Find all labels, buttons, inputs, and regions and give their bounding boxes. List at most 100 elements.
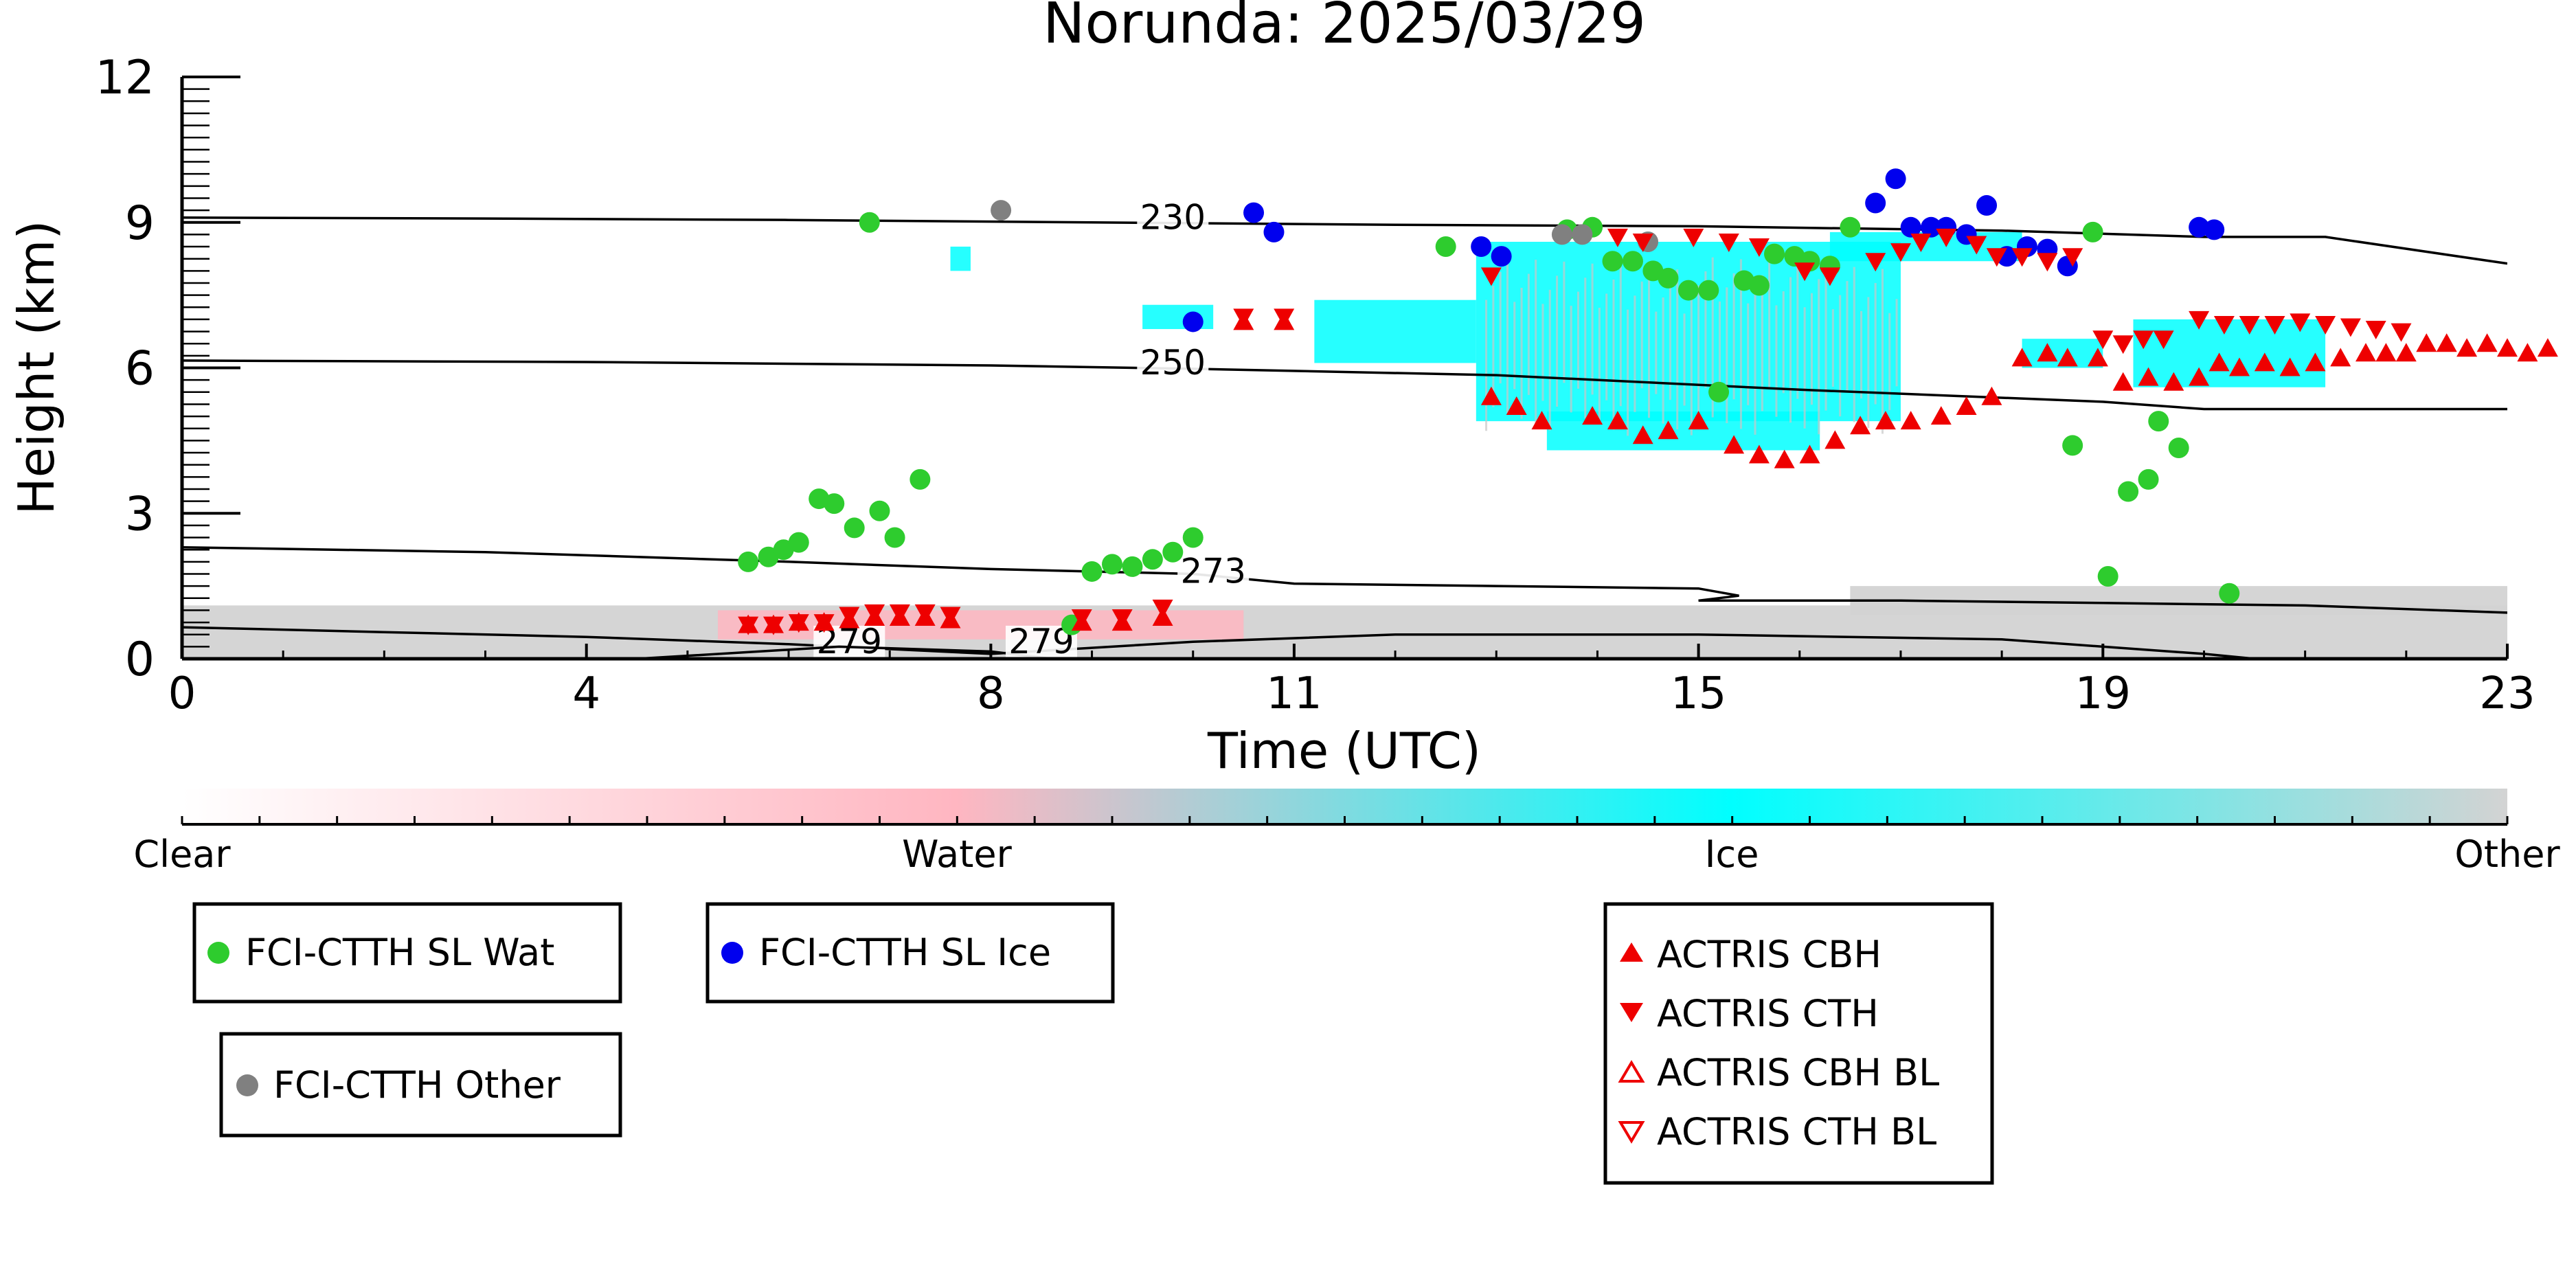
contour-line [182,545,2507,614]
legend-box-sl-ice: FCI-CTTH SL Ice [705,902,1115,1004]
contour-line [182,359,2507,411]
x-tick-label: 23 [2479,668,2535,719]
contour-label: 230 [1140,197,1206,237]
y-axis-label: Height (km) [8,221,65,515]
data-point [1243,202,1265,223]
data-point [1819,267,1840,286]
data-point [1142,549,1163,570]
data-point [1162,541,1184,563]
data-point [1976,195,1998,216]
data-series [738,168,2558,635]
data-point [1531,411,1552,430]
data-point [1824,430,1846,449]
legend-marker-other [236,1074,258,1096]
data-point [1658,420,1679,440]
data-point [2082,221,2103,242]
data-point [844,517,865,539]
data-point [1724,435,1745,454]
data-point [1274,308,1295,328]
data-point [2279,357,2301,376]
x-tick-label: 11 [1266,668,1322,719]
data-point [824,493,845,515]
data-point [1774,449,1795,468]
data-point [1956,396,1977,415]
cloud-field-region [2133,319,2326,387]
contour-line [182,216,2507,265]
data-point [1102,554,1122,575]
data-point [2219,583,2240,604]
x-axis-label: Time (UTC) [1207,722,1481,780]
cloud-classification-field [182,231,2507,659]
data-point [1875,411,1896,430]
legend-label: FCI-CTTH Other [273,1063,561,1107]
data-point [2037,253,2058,272]
data-point [2057,348,2078,367]
data-point [2340,318,2361,337]
y-tick-label: 12 [95,51,155,105]
data-point [2189,310,2210,330]
contour-line [182,626,2255,659]
legend-marker-cth-bl [1618,1121,1645,1144]
data-point [1182,311,1204,332]
data-point [1480,267,1502,286]
data-point [2112,372,2134,391]
data-point [763,616,784,635]
legend-marker-cth [1620,1003,1643,1022]
data-point [1607,411,1628,430]
data-point [1910,234,1932,252]
legend-marker-cbh-bl [1618,1060,1645,1083]
data-point [1435,236,1456,258]
data-point [859,212,880,233]
data-point [1471,236,1492,258]
data-point [2062,435,2083,456]
data-point [884,527,905,548]
data-point [1865,253,1886,272]
data-point [2456,338,2478,357]
data-point [738,551,759,572]
data-point [909,468,931,490]
data-point [2112,335,2134,354]
x-tick-label: 8 [977,668,1005,719]
data-point [889,604,910,623]
data-point [2087,348,2108,367]
data-point [2375,343,2397,362]
colorbar-label-clear: Clear [133,833,231,876]
data-point [1506,396,1527,415]
data-point [2239,316,2260,335]
contour-label-bg [1137,347,1209,381]
data-point [2148,411,2169,432]
data-point [1885,168,1906,190]
colorbar-label-other: Other [2454,833,2560,876]
data-point [869,500,890,521]
data-point [1182,527,1204,548]
data-point [1794,262,1816,282]
legend-label: FCI-CTTH SL Ice [759,931,1051,974]
data-point [2365,321,2386,339]
data-point [1981,386,2002,405]
data-point [2517,343,2538,362]
data-point [2264,316,2285,335]
contour-label: 250 [1140,343,1206,383]
data-point [1840,216,1861,238]
data-point [1602,251,1623,272]
x-tick-label: 4 [572,668,600,719]
data-point [2355,343,2376,362]
colorbar-label-water: Water [902,833,1012,876]
data-point [2476,333,2498,352]
data-point [2168,437,2189,458]
data-point [2315,316,2336,335]
data-point [1688,411,1709,430]
x-tick-label: 15 [1671,668,1726,719]
data-point [1683,228,1704,247]
data-point [2097,566,2119,587]
legend-label: FCI-CTTH SL Wat [245,931,554,974]
data-point [2497,338,2518,357]
data-point [839,607,860,626]
legend-label: ACTRIS CTH [1657,992,1879,1035]
data-point [1263,221,1285,242]
colorbar: Clear Water Ice Other [133,789,2560,876]
data-point [1607,228,1628,247]
